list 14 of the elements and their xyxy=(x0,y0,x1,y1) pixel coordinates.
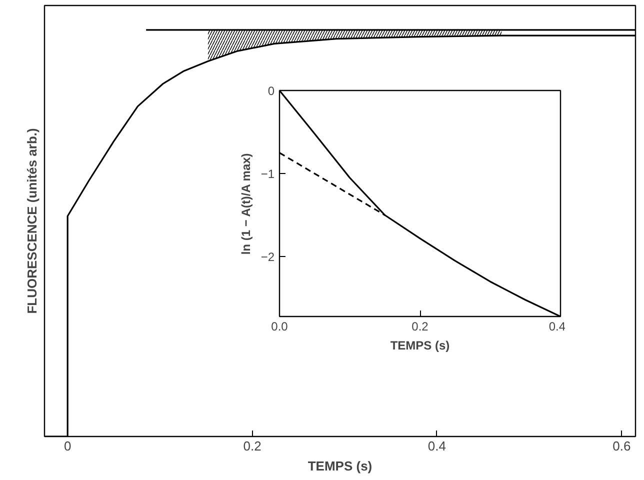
y-tick-label: 0 xyxy=(268,84,275,98)
x-tick-label: 0 xyxy=(64,438,72,454)
x-axis-title: TEMPS (s) xyxy=(390,338,450,352)
x-tick-label: 0.0 xyxy=(271,320,288,334)
x-axis-title: TEMPS (s) xyxy=(308,458,372,474)
y-axis-title: ln (1 − A(t)/A max) xyxy=(238,153,253,255)
y-axis-title: FLUORESCENCE (unités arb.) xyxy=(24,128,40,314)
y-tick-label: −1 xyxy=(260,167,275,182)
x-tick-label: 0.4 xyxy=(428,438,446,454)
x-tick-label: 0.2 xyxy=(412,320,429,334)
x-tick-label: 0.4 xyxy=(548,320,566,334)
x-tick-label: 0.6 xyxy=(612,438,631,454)
x-tick-label: 0.2 xyxy=(243,438,262,454)
y-tick-label: −2 xyxy=(260,250,275,264)
